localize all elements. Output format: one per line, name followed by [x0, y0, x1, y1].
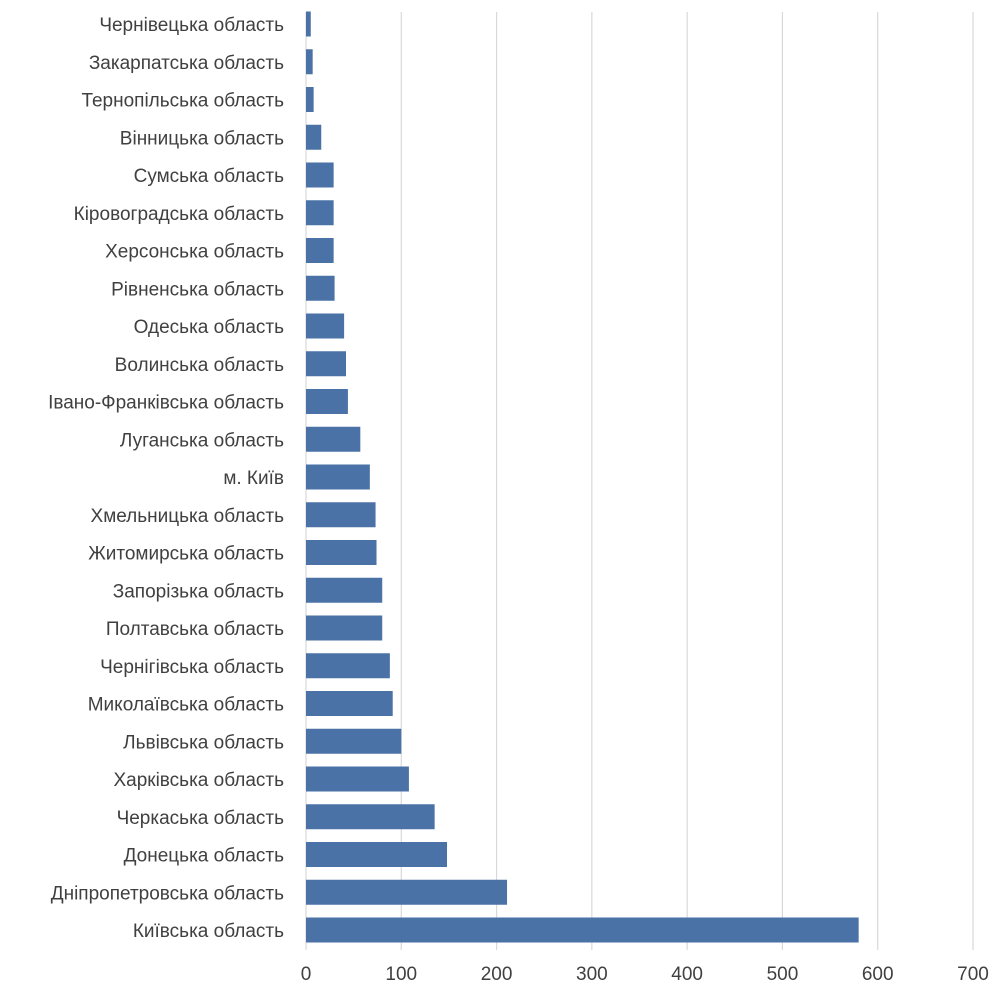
bar [306, 917, 859, 943]
bars [306, 11, 859, 943]
bar [306, 200, 334, 226]
bar [306, 11, 311, 37]
bar [306, 766, 409, 792]
category-label: Київська область [133, 921, 284, 942]
bar [306, 389, 348, 414]
category-label: Харківська область [113, 770, 284, 791]
x-tick-label: 700 [957, 964, 989, 985]
bar [306, 653, 390, 679]
category-label: Івано-Франківська область [48, 393, 284, 414]
bar [306, 49, 313, 75]
category-label: Миколаївська область [88, 695, 284, 716]
x-tick-label: 500 [767, 964, 799, 985]
category-label: Запорізька область [113, 581, 284, 602]
bar [306, 162, 334, 188]
bar [306, 540, 377, 565]
category-labels: Київська область Дніпропетровська область… [48, 15, 284, 942]
category-label: Львівська область [123, 732, 284, 753]
bar [306, 426, 361, 452]
x-tick-label: 600 [862, 964, 894, 985]
bar [306, 804, 435, 830]
category-label: Луганська область [120, 430, 284, 451]
x-tick-label: 0 [301, 964, 312, 985]
bar [306, 351, 347, 377]
category-label: Кіровоградська область [74, 204, 284, 225]
x-tick-label: 200 [481, 964, 513, 985]
category-label: Полтавська область [106, 619, 284, 640]
bar [306, 275, 335, 301]
category-label: Житомирська область [88, 544, 284, 565]
bar [306, 691, 393, 716]
category-label: Одеська область [134, 317, 284, 338]
category-label: Рівненська область [111, 279, 284, 300]
bar [306, 313, 345, 339]
category-label: Черкаська область [117, 808, 285, 829]
x-tick-label: 100 [385, 964, 417, 985]
bar [306, 879, 508, 905]
bar [306, 502, 376, 528]
category-label: Сумська область [134, 166, 284, 187]
gridlines [305, 12, 974, 950]
category-label: Вінницька область [120, 128, 284, 149]
bar [306, 87, 314, 112]
bar [306, 728, 402, 754]
category-label: Тернопільська область [81, 91, 284, 112]
bar [306, 615, 383, 641]
category-label: м. Київ [223, 468, 284, 489]
category-label: Волинська область [115, 355, 284, 376]
bar [306, 842, 448, 867]
bar [306, 577, 383, 603]
x-tick-label: 300 [576, 964, 608, 985]
category-label: Чернівецька область [99, 15, 284, 36]
category-label: Донецька область [124, 846, 285, 867]
x-axis-tick-labels: 0 100 200 300 400 500 600 700 [301, 964, 989, 985]
category-label: Закарпатська область [89, 53, 284, 74]
x-tick-label: 400 [671, 964, 703, 985]
bar [306, 238, 334, 263]
category-label: Хмельницька область [91, 506, 285, 527]
category-label: Херсонська область [105, 242, 284, 263]
category-label: Чернігівська область [100, 657, 284, 678]
category-label: Дніпропетровська область [51, 883, 284, 904]
bar [306, 124, 322, 150]
bar [306, 464, 370, 490]
